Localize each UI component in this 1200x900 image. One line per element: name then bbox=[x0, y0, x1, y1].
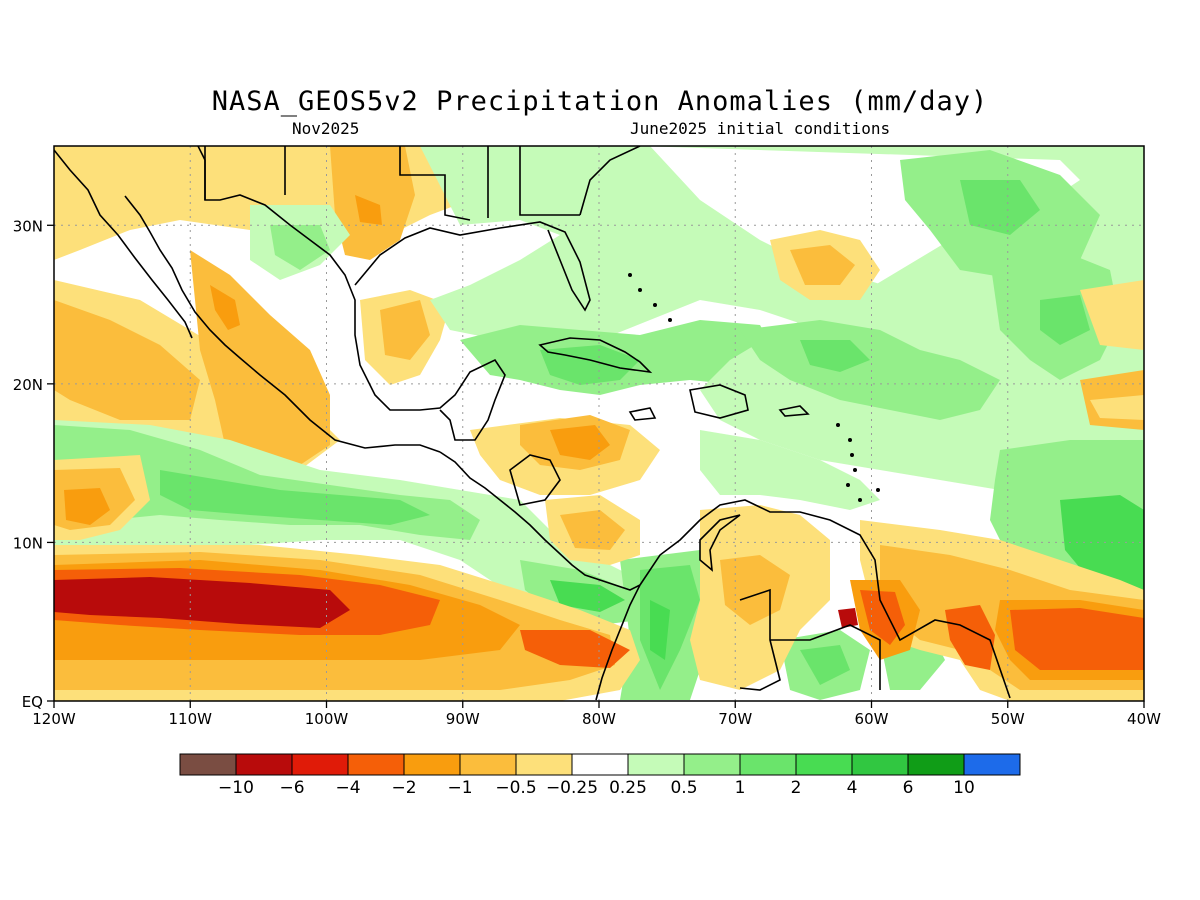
colorbar-swatch bbox=[515, 753, 573, 776]
lon-tick-label: 120W bbox=[32, 710, 76, 728]
colorbar-swatch bbox=[403, 753, 461, 776]
colorbar-swatch bbox=[235, 753, 293, 776]
colorbar-label: −10 bbox=[218, 778, 254, 798]
anomaly-contour bbox=[1090, 395, 1144, 420]
colorbar-label: 0.5 bbox=[670, 778, 697, 798]
anomaly-contour bbox=[800, 340, 870, 372]
anomaly-contour bbox=[945, 605, 995, 670]
map-title: NASA_GEOS5v2 Precipitation Anomalies (mm… bbox=[211, 86, 989, 117]
lon-tick-label: 80W bbox=[582, 710, 616, 728]
lon-tick-label: 90W bbox=[446, 710, 480, 728]
lon-tick-label: 100W bbox=[305, 710, 349, 728]
colorbar-label: −2 bbox=[391, 778, 416, 798]
map-plot-area bbox=[54, 146, 1144, 701]
colorbar-label: −4 bbox=[335, 778, 360, 798]
anomaly-contour bbox=[860, 590, 905, 645]
coastlines bbox=[54, 146, 1011, 701]
anomaly-contour bbox=[560, 510, 625, 550]
colorbar-swatch bbox=[795, 753, 853, 776]
anomaly-contour bbox=[790, 245, 855, 285]
lon-tick-label: 40W bbox=[1127, 710, 1161, 728]
colorbar-swatch bbox=[851, 753, 909, 776]
colorbar-swatch bbox=[739, 753, 797, 776]
forecast-month: Nov2025 bbox=[292, 119, 360, 138]
colorbar-swatch bbox=[459, 753, 517, 776]
anomaly-contour bbox=[380, 300, 430, 360]
anomaly-contour bbox=[720, 555, 790, 625]
colorbar-swatch bbox=[963, 753, 1021, 776]
anomaly-contour bbox=[640, 565, 700, 690]
anomaly-contour bbox=[1080, 280, 1144, 350]
colorbar-label: −1 bbox=[447, 778, 472, 798]
lat-tick-label: EQ bbox=[22, 693, 43, 711]
initial-conditions: June2025 initial conditions bbox=[630, 119, 891, 138]
colorbar-label: 2 bbox=[791, 778, 802, 798]
anomaly-contour bbox=[54, 300, 200, 420]
colorbar-swatch bbox=[291, 753, 349, 776]
lat-tick-label: 10N bbox=[13, 534, 43, 552]
anomaly-contour bbox=[838, 608, 858, 628]
lon-tick-label: 50W bbox=[991, 710, 1025, 728]
anomaly-contour bbox=[650, 600, 670, 660]
anomaly-contour bbox=[700, 430, 880, 510]
colorbar-label: −0.5 bbox=[495, 778, 536, 798]
anomaly-contour bbox=[420, 146, 900, 350]
anomaly-contour bbox=[270, 225, 330, 270]
lat-tick-label: 30N bbox=[13, 217, 43, 235]
lon-tick-label: 110W bbox=[169, 710, 213, 728]
colorbar-swatch bbox=[907, 753, 965, 776]
colorbar-swatch bbox=[179, 753, 237, 776]
colorbar-label: 6 bbox=[903, 778, 914, 798]
anomaly-contour bbox=[1040, 295, 1090, 345]
anomaly-contour bbox=[355, 195, 382, 225]
anomaly-contour bbox=[210, 285, 240, 330]
anomaly-contour bbox=[54, 577, 350, 628]
colorbar-label: 10 bbox=[953, 778, 975, 798]
anomaly-contour bbox=[160, 470, 430, 525]
colorbar-label: −6 bbox=[279, 778, 304, 798]
anomaly-contour bbox=[520, 630, 630, 668]
colorbar-label: −0.25 bbox=[546, 778, 598, 798]
anomaly-contour bbox=[960, 180, 1040, 235]
anomaly-contour bbox=[550, 580, 625, 612]
longitude-axis: 120W 110W 100W 90W 80W 70W 60W 50W 40W bbox=[32, 701, 1161, 728]
colorbar-label: 1 bbox=[735, 778, 746, 798]
lon-tick-label: 60W bbox=[855, 710, 889, 728]
lat-tick-label: 20N bbox=[13, 376, 43, 394]
colorbar-swatch bbox=[683, 753, 741, 776]
lon-tick-label: 70W bbox=[718, 710, 752, 728]
anomaly-contour bbox=[550, 425, 610, 460]
graticule bbox=[54, 146, 1144, 701]
anomaly-contour bbox=[64, 488, 110, 525]
colorbar-label: 0.25 bbox=[609, 778, 647, 798]
colorbar-swatch bbox=[347, 753, 405, 776]
latitude-axis: EQ 10N 20N 30N bbox=[13, 217, 54, 711]
colorbar: −10 −6 −4 −2 −1 −0.5 −0.25 0.25 0.5 1 2 4 6 10 bbox=[179, 753, 1021, 798]
colorbar-label: 4 bbox=[847, 778, 858, 798]
anomaly-contour bbox=[1060, 495, 1144, 590]
colorbar-swatch bbox=[627, 753, 685, 776]
colorbar-swatch bbox=[571, 753, 629, 776]
anomaly-contour bbox=[1010, 608, 1144, 670]
island-outlines bbox=[628, 273, 880, 502]
anomaly-contour bbox=[800, 645, 850, 685]
